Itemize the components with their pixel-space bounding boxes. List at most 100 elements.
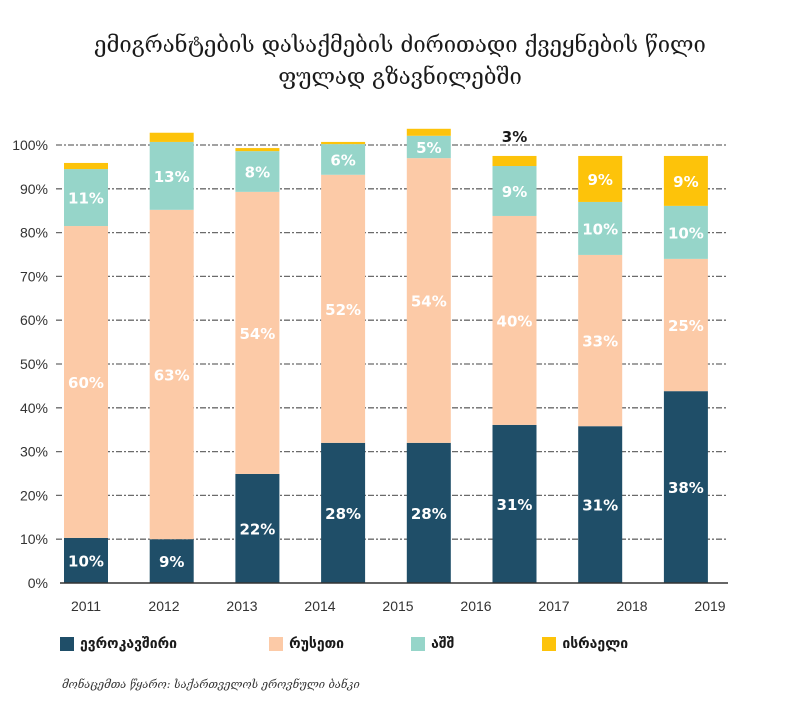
bar-segment-4 <box>64 162 108 170</box>
bar-segment-1 <box>406 442 451 583</box>
y-tick-label: 40% <box>20 400 48 416</box>
y-tick-label: 70% <box>20 268 48 284</box>
legend-item: ევროკავშირი <box>60 636 177 652</box>
bar-segment-2 <box>321 174 366 443</box>
chart-title-line-1: ემიგრანტების დასაქმების ძირითადი ქვეყნებ… <box>94 33 706 58</box>
legend: ევროკავშირი რუსეთი აშშ ისრაელი <box>60 636 628 652</box>
data-label: 10% <box>668 224 704 242</box>
y-tick-label: 10% <box>20 531 48 547</box>
bar-segment-4 <box>406 128 451 136</box>
legend-item: ისრაელი <box>542 636 628 652</box>
y-tick-label: 20% <box>20 487 48 503</box>
data-label: 10% <box>582 220 618 238</box>
bar-segment-1 <box>321 442 366 583</box>
legend-swatch <box>60 637 74 651</box>
bars <box>64 128 708 583</box>
bar-segment-1 <box>492 424 537 583</box>
y-tick-label: 0% <box>28 575 48 591</box>
legend-swatch <box>542 637 557 651</box>
legend-label: ევროკავშირი <box>80 636 178 652</box>
data-label: 9% <box>502 183 527 201</box>
y-tick-label: 50% <box>20 356 48 372</box>
data-label: 13% <box>154 168 190 186</box>
x-tick-label: 2015 <box>382 598 413 614</box>
bar-segment-2 <box>578 254 623 427</box>
data-label: 28% <box>325 505 361 523</box>
data-label: 9% <box>673 173 698 191</box>
data-label: 60% <box>68 374 104 392</box>
legend-label: რუსეთი <box>289 636 345 652</box>
data-label: 9% <box>159 553 184 571</box>
bar-segment-2 <box>235 191 280 474</box>
x-tick-label: 2017 <box>538 598 569 614</box>
bar-segment-3 <box>235 151 280 192</box>
data-label: 9% <box>587 171 612 189</box>
bar-segment-4 <box>492 155 537 167</box>
bar-segment-4 <box>235 148 280 152</box>
bar-segment-3 <box>492 166 537 216</box>
data-label: 10% <box>68 552 104 570</box>
bar-segment-2 <box>406 158 451 443</box>
legend-label: ისრაელი <box>562 636 629 652</box>
y-tick-label: 30% <box>20 444 48 460</box>
bar-segment-3 <box>663 205 708 259</box>
legend-item: რუსეთი <box>269 636 344 652</box>
bar-segment-1 <box>64 537 108 583</box>
data-label: 54% <box>411 292 447 310</box>
legend-label: აშშ <box>431 636 455 652</box>
y-axis: 0% 10% 20% 30% 40% 50% 60% 70% 80% 90% 100% <box>12 137 48 591</box>
data-label: 31% <box>497 496 533 514</box>
bar-segment-2 <box>64 226 108 538</box>
data-label: 25% <box>668 317 704 335</box>
y-tick-label: 100% <box>12 137 48 153</box>
data-label: 28% <box>411 505 447 523</box>
x-tick-label: 2016 <box>460 598 491 614</box>
bar-segment-2 <box>149 209 194 540</box>
y-tick-label: 80% <box>20 225 48 241</box>
bar-segment-1 <box>578 426 623 583</box>
y-tick-label: 90% <box>20 181 48 197</box>
x-tick-label: 2014 <box>304 598 335 614</box>
bar-segment-1 <box>235 473 280 583</box>
x-tick-label: 2019 <box>694 598 725 614</box>
y-tick-label: 60% <box>20 312 48 328</box>
x-tick-label: 2018 <box>616 598 647 614</box>
legend-item: აშშ <box>411 636 454 652</box>
chart-title-line-2: ფულად გზავნილებში <box>278 65 522 90</box>
data-label: 63% <box>154 367 190 385</box>
data-label: 38% <box>668 479 704 497</box>
bar-segment-1 <box>663 391 708 583</box>
bar-segment-2 <box>663 258 708 392</box>
x-axis: 2011 2012 2013 2014 2015 2016 2017 2018 2019 <box>60 582 728 614</box>
data-label: 33% <box>582 333 618 351</box>
data-label: 6% <box>330 151 355 169</box>
data-label: 31% <box>582 497 618 515</box>
bar-segment-4 <box>321 141 366 145</box>
bar-segment-1 <box>149 539 194 583</box>
x-tick-label: 2011 <box>71 598 101 614</box>
data-labels: 10% 60% 11% 9% 63% 13% 22% 54% 8% 28% 52% 6% 28% 54% 5… <box>68 128 704 571</box>
bar-segment-3 <box>321 144 366 175</box>
data-label: 52% <box>325 301 361 319</box>
bar-segment-2 <box>492 215 537 425</box>
legend-swatch <box>269 637 284 651</box>
source-note: მონაცემთა წყარო: საქართველოს ეროვნული ბა… <box>62 678 360 691</box>
data-label: 22% <box>239 520 275 538</box>
x-tick-label: 2013 <box>226 598 257 614</box>
data-label: 5% <box>416 139 441 157</box>
legend-swatch <box>411 637 426 651</box>
data-label: 54% <box>239 325 275 343</box>
x-tick-label: 2012 <box>148 598 179 614</box>
data-label: 8% <box>245 163 270 181</box>
bar-segment-4 <box>149 132 194 142</box>
data-label: 40% <box>497 312 533 330</box>
bar-segment-3 <box>149 141 194 210</box>
bar-segment-4 <box>663 155 708 206</box>
chart-title: ემიგრანტების დასაქმების ძირითადი ქვეყნებ… <box>0 30 800 94</box>
bar-segment-3 <box>406 135 451 159</box>
bar-segment-3 <box>578 201 623 255</box>
bar-segment-3 <box>64 169 108 227</box>
data-label: 11% <box>68 190 104 208</box>
bar-segment-4 <box>578 155 623 202</box>
